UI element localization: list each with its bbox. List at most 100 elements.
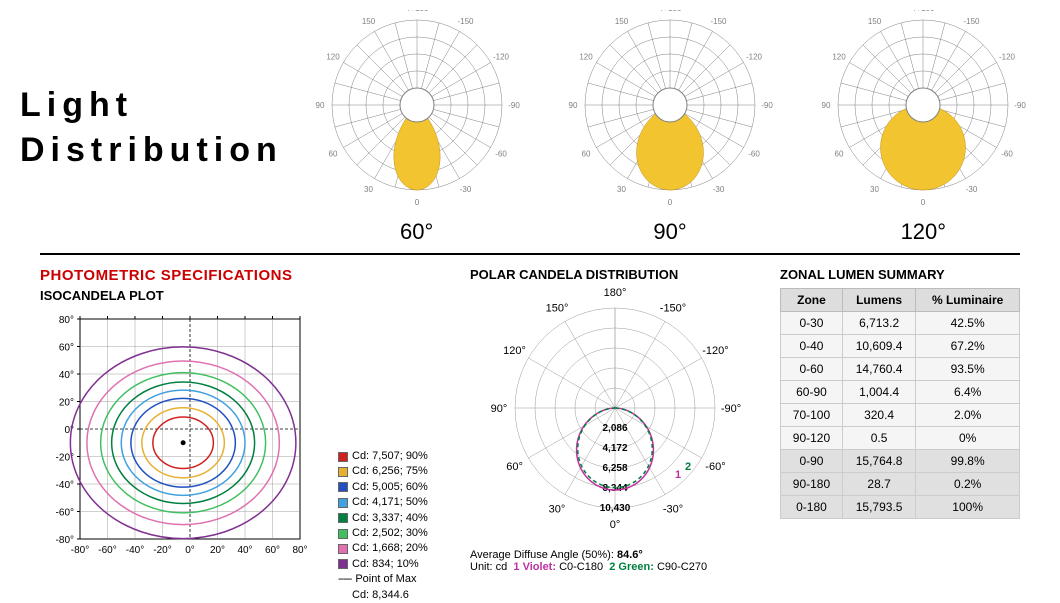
legend-text: Cd: 6,256; 75%: [352, 464, 428, 479]
svg-text:150: 150: [868, 17, 882, 26]
svg-text:2,086: 2,086: [602, 423, 627, 434]
svg-text:-150°: -150°: [660, 303, 686, 315]
table-cell: 93.5%: [916, 358, 1020, 381]
svg-text:60: 60: [582, 150, 591, 159]
table-cell: 90-180: [781, 473, 843, 496]
isocandela-legend: Cd: 7,507; 90%Cd: 6,256; 75%Cd: 5,005; 6…: [338, 449, 428, 603]
bottom-section: PHOTOMETRIC SPECIFICATIONS ISOCANDELA PL…: [0, 255, 1060, 603]
table-cell: 0-30: [781, 312, 843, 335]
legend-row: Cd: 834; 10%: [338, 557, 428, 572]
candela-footer: Average Diffuse Angle (50%): 84.6° Unit:…: [470, 549, 760, 573]
legend-row: Cd: 7,507; 90%: [338, 449, 428, 464]
svg-text:0°: 0°: [610, 519, 621, 531]
svg-text:4,172: 4,172: [602, 443, 627, 454]
svg-text:0: 0: [921, 198, 926, 207]
table-cell: 1,004.4: [842, 381, 915, 404]
zonal-th: Zone: [781, 289, 843, 312]
table-cell: 14,760.4: [842, 358, 915, 381]
svg-text:40°: 40°: [59, 370, 74, 381]
table-cell: 0.2%: [916, 473, 1020, 496]
legend-text: Cd: 2,502; 30%: [352, 526, 428, 541]
svg-text:-60°: -60°: [56, 508, 74, 519]
svg-text:80°: 80°: [59, 315, 74, 326]
svg-text:-60: -60: [495, 150, 507, 159]
legend-text: Cd: 3,337; 40%: [352, 511, 428, 526]
table-cell: 67.2%: [916, 335, 1020, 358]
table-cell: 0.5: [842, 427, 915, 450]
polar-label: 90°: [553, 219, 786, 245]
svg-text:60: 60: [328, 150, 337, 159]
point-of-max-label: Point of Max: [355, 572, 416, 587]
isocandela-content: -80°-60°-40°-20°0°20°40°60°80°-80°-60°-4…: [40, 309, 450, 603]
top-section: Light Distribution -/+180-150-120-90-60-…: [0, 0, 1060, 245]
table-cell: 100%: [916, 496, 1020, 519]
legend-row: Cd: 5,005; 60%: [338, 480, 428, 495]
svg-text:-150: -150: [457, 17, 474, 26]
table-row-subtotal: 0-18015,793.5100%: [781, 496, 1020, 519]
zonal-table: ZoneLumens% Luminaire0-306,713.242.5%0-4…: [780, 288, 1020, 519]
svg-text:-60°: -60°: [705, 461, 725, 473]
table-row: 0-4010,609.467.2%: [781, 335, 1020, 358]
table-cell: 6,713.2: [842, 312, 915, 335]
polar-plot: -/+180-150-120-90-60-300306090120150: [555, 10, 785, 210]
svg-text:10,430: 10,430: [600, 503, 631, 514]
svg-text:-120: -120: [999, 53, 1016, 62]
svg-text:-30: -30: [459, 185, 471, 194]
svg-text:-/+180: -/+180: [659, 10, 682, 13]
svg-text:-40°: -40°: [56, 480, 74, 491]
legend-text: Cd: 834; 10%: [352, 557, 419, 572]
legend-row: -----Point of Max: [338, 572, 428, 587]
svg-text:20°: 20°: [210, 545, 225, 556]
table-cell: 2.0%: [916, 404, 1020, 427]
avg-label: Average Diffuse Angle (50%):: [470, 549, 614, 561]
svg-text:-/+180: -/+180: [405, 10, 428, 13]
candela-title: POLAR CANDELA DISTRIBUTION: [470, 267, 760, 282]
table-cell: 0%: [916, 427, 1020, 450]
zonal-block: ZONAL LUMEN SUMMARY ZoneLumens% Luminair…: [780, 267, 1020, 603]
table-row: 90-1200.50%: [781, 427, 1020, 450]
svg-text:150: 150: [615, 17, 629, 26]
table-cell: 15,793.5: [842, 496, 915, 519]
legend-text: Cd: 1,668; 20%: [352, 541, 428, 556]
table-row-subtotal: 90-18028.70.2%: [781, 473, 1020, 496]
svg-text:-90: -90: [508, 101, 520, 110]
polar-item: -/+180-150-120-90-60-300306090120150120°: [807, 10, 1040, 245]
svg-text:-120: -120: [493, 53, 510, 62]
polar-row: -/+180 -150 -120 -90 -60 -30 0 30 60 90 120 150 60° -…: [300, 10, 1040, 245]
polar-item: -/+180-150-120-90-60-30030609012015090°: [553, 10, 786, 245]
polar-plot: -/+180-150-120-90-60-300306090120150: [302, 10, 532, 210]
svg-text:-80°: -80°: [71, 545, 89, 556]
svg-text:-80°: -80°: [56, 535, 74, 546]
legend-text: Cd: 4,171; 50%: [352, 495, 428, 510]
polar-label: 60°: [300, 219, 533, 245]
svg-text:20°: 20°: [59, 398, 74, 409]
legend-swatch: [338, 498, 348, 508]
svg-text:120: 120: [833, 53, 847, 62]
svg-text:0: 0: [414, 198, 419, 207]
table-cell: 0-40: [781, 335, 843, 358]
svg-text:-90: -90: [761, 101, 773, 110]
main-title: Light Distribution: [20, 83, 300, 171]
table-cell: 28.7: [842, 473, 915, 496]
svg-text:-30: -30: [966, 185, 978, 194]
svg-text:0: 0: [668, 198, 673, 207]
table-row: 0-6014,760.493.5%: [781, 358, 1020, 381]
svg-text:60°: 60°: [59, 343, 74, 354]
green-label: 2 Green:: [609, 561, 654, 573]
table-cell: 6.4%: [916, 381, 1020, 404]
title-line1: Light: [20, 83, 300, 127]
legend-row: Cd: 2,502; 30%: [338, 526, 428, 541]
table-cell: 0-90: [781, 450, 843, 473]
svg-text:-90: -90: [1015, 101, 1027, 110]
svg-text:30: 30: [617, 185, 626, 194]
svg-text:-20°: -20°: [153, 545, 171, 556]
zonal-title: ZONAL LUMEN SUMMARY: [780, 267, 1020, 282]
svg-text:90: 90: [569, 101, 578, 110]
svg-text:90: 90: [315, 101, 324, 110]
table-cell: 90-120: [781, 427, 843, 450]
isocandela-plot: -80°-60°-40°-20°0°20°40°60°80°-80°-60°-4…: [40, 309, 330, 569]
svg-text:-120°: -120°: [702, 345, 728, 357]
svg-text:180°: 180°: [604, 288, 627, 299]
svg-text:-150: -150: [710, 17, 727, 26]
avg-val: 84.6°: [617, 549, 643, 561]
